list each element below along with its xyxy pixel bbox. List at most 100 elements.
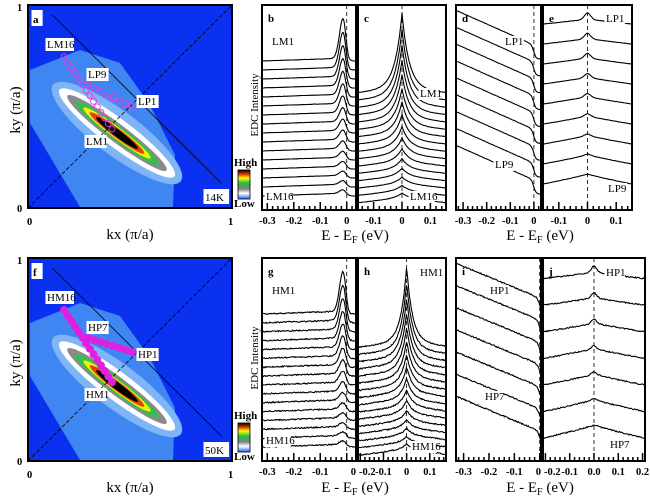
spectrum-curve xyxy=(357,88,447,130)
spectrum-curve xyxy=(261,298,357,333)
spectrum-curve xyxy=(261,44,357,80)
spectrum-curve xyxy=(455,110,542,161)
x-tick-label: 0.1 xyxy=(610,216,623,227)
spectrum-curve xyxy=(262,323,357,351)
spectrum-curve xyxy=(262,118,356,134)
x-tick-label: 0 xyxy=(27,217,32,228)
edc-panel-e: -0.1 0 0.1 e LP1 LP9 xyxy=(542,4,633,227)
spectrum-curve xyxy=(543,52,633,65)
spectrum-curve xyxy=(357,354,447,392)
spectrum-curve xyxy=(357,314,447,370)
spectrum-curve xyxy=(455,60,541,111)
spectrum-curve xyxy=(357,365,447,399)
temperature-label-bg xyxy=(203,189,230,204)
x-tick-label: -0.2 xyxy=(285,216,302,227)
curve-label-top: LP1 xyxy=(606,13,624,25)
panel-label-e: e xyxy=(549,13,554,25)
spectrum-curve xyxy=(261,310,357,342)
spectrum-curve xyxy=(262,150,356,161)
data-point-marker xyxy=(64,59,72,67)
spectrum-curve xyxy=(357,285,447,356)
x-tick-label: -0.1 xyxy=(506,467,523,478)
data-point-marker xyxy=(97,108,105,116)
panel-label-h: h xyxy=(364,266,370,278)
x-tick-label: 0.1 xyxy=(612,467,625,478)
spectrum-curve xyxy=(358,136,447,160)
x-tick-label: -0.1 xyxy=(365,216,382,227)
x-tick-label: 0 xyxy=(404,467,409,478)
curve-label-top: LM1 xyxy=(272,36,294,48)
curve-label-bottom: HP7 xyxy=(485,391,505,403)
spectrum-curve xyxy=(357,341,447,385)
curve-label-top-bg xyxy=(418,88,439,100)
spectrum-curve xyxy=(261,129,357,143)
x-tick-label: -0.2 xyxy=(481,467,498,478)
curve-label-top: HM1 xyxy=(420,267,443,279)
data-point-marker xyxy=(93,103,101,111)
x-tick-label: 0 xyxy=(351,467,356,478)
point-label-bg xyxy=(136,95,159,108)
curve-label-bottom: LM16 xyxy=(266,191,294,203)
spectrum-curve xyxy=(357,74,447,123)
spectrum-curve xyxy=(455,77,542,128)
point-label: LM16 xyxy=(47,39,75,51)
data-point-marker xyxy=(109,94,117,102)
intensity-contour xyxy=(96,117,138,149)
y-axis-title: EDC Intensity xyxy=(249,326,261,390)
spectrum-curve xyxy=(261,358,357,378)
point-label-bg xyxy=(136,348,159,361)
x-tick-label: -0.1 xyxy=(375,467,392,478)
curve-label-top-bg xyxy=(604,267,625,279)
spectrum-curve xyxy=(455,262,542,309)
data-point-marker xyxy=(128,348,136,356)
point-label: LM1 xyxy=(86,136,108,148)
curve-label-top: HM1 xyxy=(272,285,295,297)
edc-panel-j: -0.2 -0.1 0.0 0.1 0.2 j HP1 HP7 xyxy=(542,257,649,478)
data-point-marker xyxy=(71,322,80,331)
data-point-marker xyxy=(60,306,68,314)
spectrum-curve xyxy=(357,427,447,442)
x-tick-label: -0.3 xyxy=(455,216,472,227)
edc-panel-b: -0.3 -0.2 -0.1 0 b LM1 LM16 EDC Intensity xyxy=(249,4,357,227)
energy-axis-title-top-left: E - EF (eV) xyxy=(321,228,389,246)
x-tick-label: -0.3 xyxy=(455,467,472,478)
panel-label-a: a xyxy=(33,14,39,26)
curve-label-bottom: HP7 xyxy=(610,439,630,451)
point-label: HP7 xyxy=(88,322,108,334)
point-label-bg xyxy=(84,135,107,148)
curve-label-top: HP1 xyxy=(490,285,510,297)
spectrum-curve xyxy=(455,94,542,144)
x-tick-label: 0.2 xyxy=(636,467,649,478)
curve-label-top: LM1 xyxy=(420,88,442,100)
spectrum-curve xyxy=(262,17,357,62)
colorbar xyxy=(237,169,251,200)
data-point-marker xyxy=(97,87,105,95)
curve-label-top-bg xyxy=(418,267,439,279)
energy-axis-title-bottom-right: E - EF (eV) xyxy=(506,480,574,496)
spectrum-curve xyxy=(357,400,447,421)
x-tick-label: 1 xyxy=(228,217,233,228)
spectrum-curve xyxy=(261,411,357,422)
panel-frame xyxy=(455,4,542,211)
curve-label-bottom: HM16 xyxy=(412,441,441,453)
point-label: HP1 xyxy=(138,349,158,361)
x-tick-label: -0.1 xyxy=(550,216,567,227)
spectrum-curve xyxy=(455,351,542,398)
curve-label-bottom: LP9 xyxy=(608,183,627,195)
colorbar-low-label: Low xyxy=(234,198,255,210)
spectrum-curve xyxy=(455,127,542,178)
spectrum-curve xyxy=(261,70,357,98)
point-label: HM1 xyxy=(86,389,109,401)
spectrum-curve xyxy=(455,26,542,77)
curve-label-bottom-bg xyxy=(264,435,291,447)
data-point-marker xyxy=(108,378,116,386)
curve-label-bottom-bg xyxy=(483,391,504,403)
curve-label-top: HP1 xyxy=(606,267,626,279)
edc-panel-i: -0.3 -0.2 -0.1 0 i HP1 HP7 xyxy=(455,257,542,478)
curve-label-top-bg xyxy=(488,285,509,297)
data-point-marker xyxy=(101,114,109,122)
fermi-surface-map-a: a LM16 LP9 LP1 LM1 14K High Low 0 1 0 1 kx (π/a) ky (… xyxy=(8,3,257,243)
x-tick-label: -0.1 xyxy=(561,467,578,478)
spectrum-curve xyxy=(261,335,357,360)
panel-label-i: i xyxy=(462,266,465,278)
